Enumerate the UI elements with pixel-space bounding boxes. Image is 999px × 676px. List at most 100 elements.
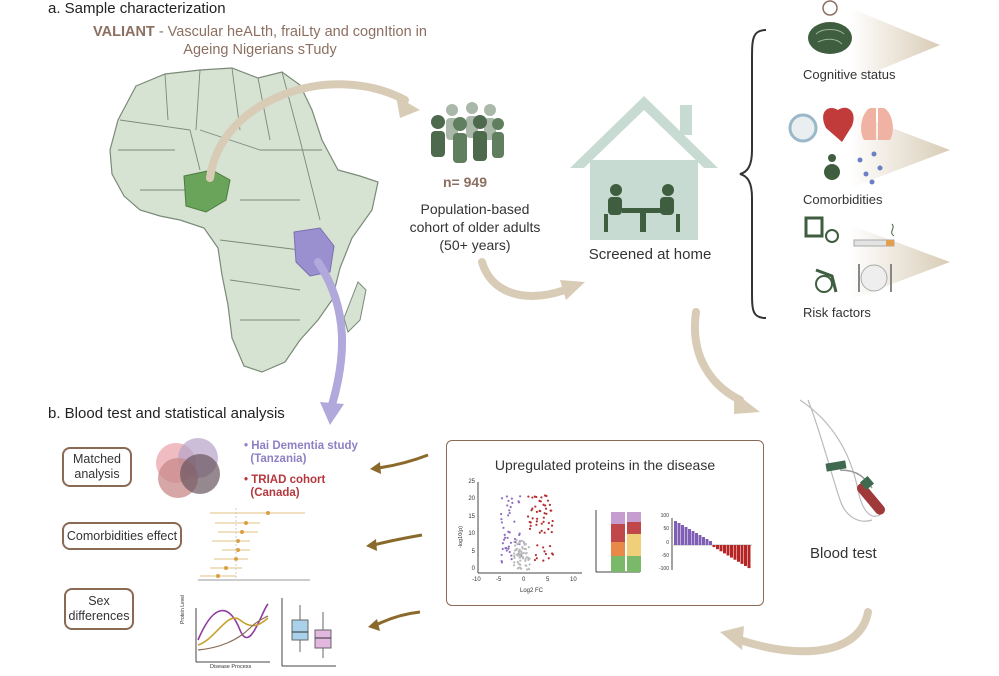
- waterfall-ytick: 50: [663, 526, 669, 532]
- volcano-point: [547, 521, 550, 525]
- arrow-to-matched: [377, 453, 429, 470]
- volcano-point: [530, 509, 533, 512]
- waterfall-bar: [674, 521, 677, 545]
- volcano-point: [519, 563, 522, 566]
- volcano-point: [548, 544, 552, 548]
- waterfall-bar: [744, 545, 747, 566]
- study-name: VALIANT - Vascular heALth, fraiLty and c…: [60, 23, 460, 59]
- volcano-point: [502, 538, 506, 541]
- legend-hai-line2: (Tanzania): [250, 453, 307, 465]
- arrow-cohort-to-home: [478, 258, 569, 300]
- waterfall-bar: [702, 537, 705, 545]
- comorbidities-label: Comorbidities: [803, 192, 883, 207]
- waterfall-bar: [747, 545, 751, 569]
- line-chart-xlabel: Disease Process: [210, 664, 252, 670]
- volcano-point: [508, 511, 511, 515]
- waterfall-bar: [712, 545, 716, 548]
- volcano-point: [540, 496, 543, 499]
- volcano-point: [542, 520, 545, 523]
- volcano-point: [542, 559, 545, 562]
- volcano-point: [504, 547, 507, 550]
- volcano-point: [550, 524, 554, 527]
- cohort-desc-line2: cohort of older adults: [409, 219, 541, 235]
- waterfall-bar: [709, 541, 712, 545]
- volcano-point: [503, 536, 507, 539]
- volcano-point: [518, 541, 521, 545]
- volcano-point: [512, 552, 516, 555]
- blood-test-label: Blood test: [810, 545, 877, 562]
- volcano-yticks: 0 5 10 15 20 25: [464, 478, 476, 576]
- volcano-point: [526, 568, 529, 571]
- volcano-point: [529, 524, 532, 527]
- legend-hai-dot: •: [244, 440, 249, 452]
- volcano-point: [500, 553, 503, 557]
- volcano-point: [516, 560, 519, 564]
- waterfall-ytick: 0: [666, 540, 669, 546]
- volcano-point: [511, 501, 514, 504]
- volcano-point: [535, 510, 539, 513]
- volcano-point: [543, 531, 546, 534]
- legend-triad-dot: •: [244, 474, 249, 486]
- volcano-point: [502, 526, 505, 529]
- volcano-point: [540, 522, 543, 525]
- volcano-point: [508, 550, 511, 554]
- volcano-point: [515, 547, 519, 550]
- volcano-point: [513, 537, 517, 541]
- waterfall-ytick: -50: [661, 553, 669, 559]
- volcano-point: [507, 499, 510, 503]
- volcano-point: [531, 517, 534, 520]
- home-label: Screened at home: [588, 246, 712, 263]
- volcano-point: [525, 556, 528, 559]
- volcano-point: [514, 541, 517, 544]
- waterfall-yticks: 100 50 0 -50 -100: [652, 513, 670, 573]
- volcano-point: [506, 536, 509, 539]
- comorbidities-effect-box: Comorbidities effect: [62, 522, 182, 550]
- cohort-size: n= 949: [443, 174, 487, 190]
- waterfall-bar: [688, 529, 691, 545]
- brain-icon: [808, 0, 852, 54]
- volcano-point: [517, 500, 520, 503]
- waterfall-bar: [737, 545, 740, 562]
- volcano-point: [519, 495, 522, 498]
- volcano-point: [527, 495, 530, 498]
- arrow-map-to-cohort: [206, 80, 409, 182]
- waterfall-bar: [684, 527, 688, 545]
- cognitive-status-label: Cognitive status: [803, 67, 896, 82]
- volcano-point: [516, 542, 519, 546]
- protein-panel-title: Upregulated proteins in the disease: [494, 457, 716, 473]
- volcano-point: [527, 567, 531, 571]
- volcano-point: [525, 551, 528, 554]
- volcano-ytick: 10: [468, 531, 475, 537]
- volcano-point: [550, 509, 553, 512]
- volcano-point: [512, 564, 516, 567]
- legend-hai: • Hai Dementia study (Tanzania): [244, 440, 358, 466]
- volcano-ytick: 15: [468, 514, 475, 520]
- volcano-xtick: 5: [546, 577, 550, 583]
- volcano-point: [515, 538, 518, 542]
- volcano-point: [533, 558, 537, 562]
- volcano-xtick: -5: [496, 577, 502, 583]
- volcano-point: [513, 555, 516, 558]
- volcano-point: [507, 514, 510, 517]
- madagascar-shape: [343, 281, 367, 333]
- volcano-point: [510, 497, 513, 500]
- volcano-point: [507, 547, 510, 550]
- volcano-point: [544, 504, 547, 507]
- volcano-ytick: 0: [471, 566, 475, 572]
- volcano-point: [518, 548, 521, 551]
- volcano-point: [513, 561, 516, 564]
- volcano-point: [536, 517, 539, 520]
- volcano-point: [546, 499, 550, 502]
- cohort-desc-line1: Population-based: [420, 201, 530, 217]
- volcano-point: [551, 519, 554, 523]
- volcano-point: [528, 563, 531, 566]
- africa-continent-shape: [109, 67, 379, 373]
- waterfall-bar: [695, 533, 698, 545]
- volcano-point: [513, 544, 517, 547]
- matched-analysis-box: Matched analysis: [62, 447, 132, 487]
- volcano-point: [542, 503, 545, 506]
- volcano-point: [521, 546, 524, 549]
